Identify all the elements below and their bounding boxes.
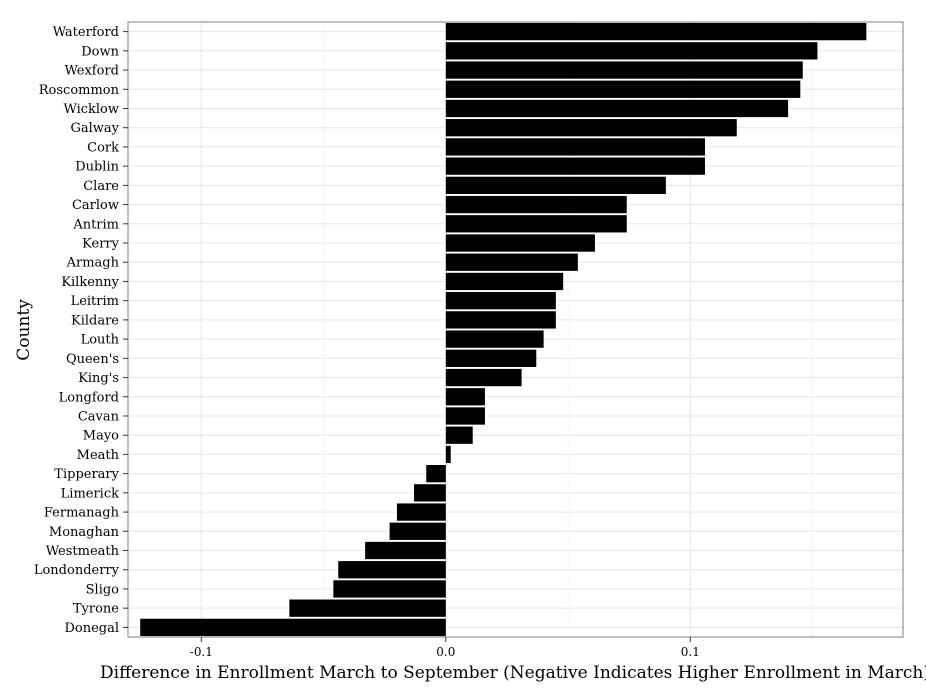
bar-armagh <box>445 253 578 271</box>
y-tick-label: Mayo <box>83 429 119 444</box>
bar-wexford <box>445 61 803 79</box>
x-axis: -0.1 0.0 0.1 <box>190 637 700 659</box>
y-tick-label: Down <box>81 44 119 59</box>
bar-limerick <box>414 484 446 502</box>
y-tick-label: Kerry <box>82 237 119 252</box>
bar-roscommon <box>445 80 801 98</box>
bar-kilkenny <box>445 272 564 291</box>
y-tick-label: Tipperary <box>54 467 119 482</box>
y-tick-label: Wicklow <box>63 102 119 117</box>
y-tick-label: Fermanagh <box>44 506 120 521</box>
bar-waterford <box>445 22 867 41</box>
y-tick-label: Armagh <box>66 256 120 271</box>
y-tick-label: Monaghan <box>49 525 120 540</box>
y-tick-label: Meath <box>77 448 120 463</box>
bar-carlow <box>445 195 627 214</box>
bar-tipperary <box>426 464 446 483</box>
bar-donegal <box>140 618 446 637</box>
y-tick-label: Carlow <box>72 198 119 213</box>
bar-kerry <box>445 234 595 252</box>
bar-tyrone <box>289 599 446 617</box>
y-tick-label: Cork <box>87 140 119 155</box>
y-axis-title: County <box>14 299 34 361</box>
bar-king-s <box>445 368 522 387</box>
bar-cork <box>445 138 705 156</box>
bar-westmeath <box>365 541 446 560</box>
bar-louth <box>445 330 544 348</box>
bars <box>140 22 867 637</box>
y-tick-label: Cavan <box>78 409 120 424</box>
y-tick-label: Sligo <box>86 582 120 597</box>
y-tick-label: Queen's <box>66 352 119 367</box>
y-tick-label: Westmeath <box>46 544 120 559</box>
y-tick-label: Donegal <box>64 621 119 636</box>
bar-fermanagh <box>396 503 446 521</box>
bar-leitrim <box>445 292 556 310</box>
bar-mayo <box>445 426 473 444</box>
y-tick-label: Longford <box>59 390 119 405</box>
bar-londonderry <box>338 561 446 579</box>
y-tick-label: Kildare <box>71 313 119 328</box>
y-tick-label: King's <box>78 371 119 386</box>
bar-queen-s <box>445 349 537 367</box>
bar-meath <box>445 445 451 464</box>
bar-down <box>445 42 818 60</box>
y-tick-label: Leitrim <box>71 294 119 309</box>
bar-sligo <box>333 580 446 598</box>
y-tick-label: Louth <box>81 333 120 348</box>
bar-wicklow <box>445 99 789 118</box>
plot-panel-border <box>127 21 904 638</box>
y-tick-label: Wexford <box>64 64 119 79</box>
x-tick-label: 0.0 <box>436 645 455 659</box>
y-tick-label: Roscommon <box>39 83 120 98</box>
y-tick-label: Kilkenny <box>61 275 119 290</box>
y-tick-label: Dublin <box>75 160 119 175</box>
bar-kildare <box>445 311 556 329</box>
y-tick-label: Antrim <box>72 217 119 232</box>
x-axis-title: Difference in Enrollment March to Septem… <box>100 663 926 683</box>
y-tick-label: Galway <box>70 121 119 136</box>
y-tick-label: Tyrone <box>73 602 119 617</box>
bar-dublin <box>445 157 705 175</box>
bar-longford <box>445 388 485 406</box>
y-tick-label: Waterford <box>53 25 119 40</box>
bar-cavan <box>445 407 485 425</box>
x-tick-label: 0.1 <box>681 645 700 659</box>
bar-clare <box>445 176 666 195</box>
bar-galway <box>445 119 737 137</box>
y-axis: Waterford Down Wexford Roscommon Wicklow Galw… <box>34 25 128 636</box>
y-tick-label: Clare <box>83 179 119 194</box>
y-tick-label: Londonderry <box>34 563 120 578</box>
y-tick-label: Limerick <box>61 486 119 501</box>
bar-antrim <box>445 215 627 233</box>
bar-monaghan <box>389 522 446 540</box>
x-tick-label: -0.1 <box>190 645 213 659</box>
